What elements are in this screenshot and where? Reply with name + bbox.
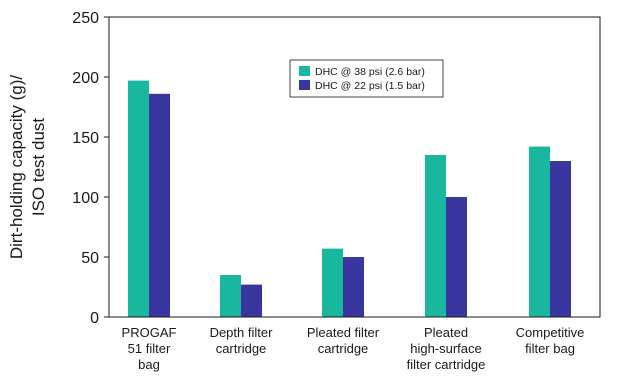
legend-label-2: DHC @ 22 psi (1.5 bar) (315, 80, 425, 92)
x-category-label: Pleated filter (307, 325, 380, 340)
bar-series-1-1 (128, 80, 149, 317)
bar-series-2-3 (343, 257, 364, 317)
legend-label-1: DHC @ 38 psi (2.6 bar) (315, 66, 425, 78)
bar-series-1-2 (220, 275, 241, 317)
bar-series-2-2 (241, 284, 262, 317)
legend-box (289, 59, 444, 98)
bar-series-1-4 (425, 155, 446, 317)
x-category-label: filter cartridge (407, 357, 486, 372)
bar-series-1-3 (322, 248, 343, 317)
y-tick-label: 50 (81, 250, 99, 267)
x-category-label: cartridge (216, 341, 267, 356)
legend-swatch-1 (299, 66, 310, 76)
x-category-label: Competitive (516, 325, 585, 340)
bar-series-2-5 (550, 161, 571, 317)
legend: DHC @ 38 psi (2.6 bar) DHC @ 22 psi (1.5 … (289, 59, 444, 98)
y-axis-title-line: Dirt-holding capacity (g)/ (7, 75, 26, 260)
x-category-label: Pleated (424, 325, 468, 340)
bar-series-1-5 (529, 146, 550, 317)
x-category-label: 51 filter (128, 341, 171, 356)
y-axis-title: Dirt-holding capacity (g)/ISO test dust (7, 75, 48, 260)
x-category-label: PROGAF (122, 325, 177, 340)
bar-series-2-4 (446, 197, 467, 317)
x-category-label: filter bag (525, 341, 575, 356)
y-tick-label: 0 (90, 310, 99, 327)
x-category-label: cartridge (318, 341, 369, 356)
plot-frame (108, 16, 601, 318)
y-tick-label: 100 (72, 190, 99, 207)
y-tick-label: 200 (72, 70, 99, 87)
y-tick-label: 150 (72, 130, 99, 147)
x-category-label: Depth filter (210, 325, 274, 340)
x-category-label: bag (138, 357, 160, 372)
x-category-label: high-surface (410, 341, 482, 356)
y-tick-label: 250 (72, 10, 99, 27)
y-axis-ticks: 0 50 100 150 200 250 (72, 10, 109, 327)
legend-swatch-2 (299, 80, 310, 90)
y-axis-title-line: ISO test dust (29, 118, 48, 217)
bars (128, 80, 571, 317)
bar-series-2-1 (149, 93, 170, 317)
